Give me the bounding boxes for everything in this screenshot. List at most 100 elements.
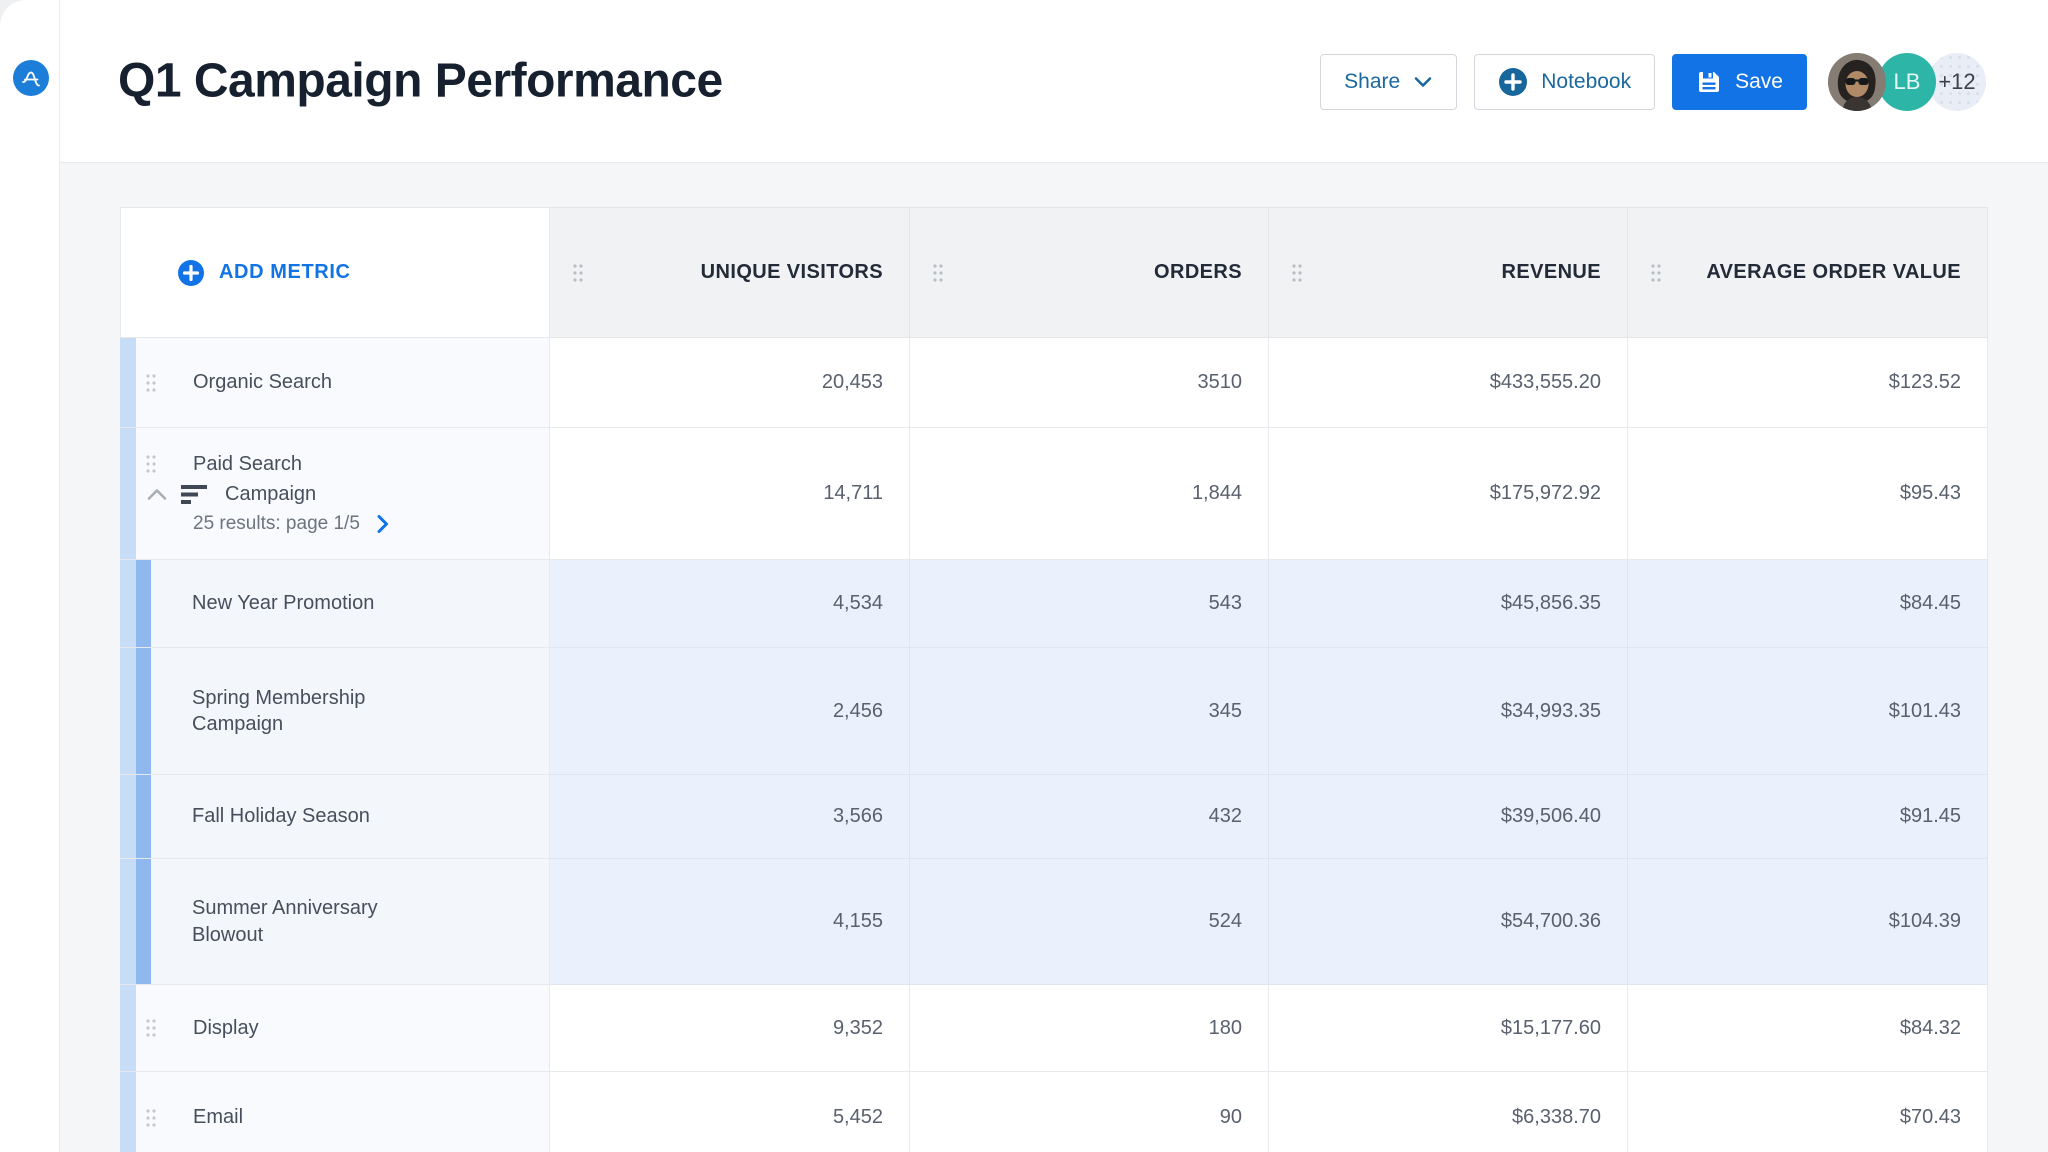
table-row-email[interactable]: Email 5,452 90 $6,338.70 $70.43: [120, 1072, 1988, 1152]
cell-revenue: $15,177.60: [1269, 985, 1628, 1072]
cell-aov: $84.45: [1628, 560, 1988, 648]
cell-unique-visitors: 4,155: [550, 859, 910, 985]
row-label-cell[interactable]: Organic Search: [120, 338, 550, 428]
cell-revenue: $45,856.35: [1269, 560, 1628, 648]
drag-handle-icon[interactable]: [145, 1108, 157, 1128]
cell-unique-visitors: 14,711: [550, 428, 910, 560]
cell-orders: 432: [910, 775, 1269, 859]
drag-handle-icon[interactable]: [932, 263, 944, 283]
row-label: Organic Search: [193, 371, 332, 394]
drag-handle-icon[interactable]: [1291, 263, 1303, 283]
avatar-photo[interactable]: [1828, 53, 1886, 111]
table-row-paid-search-campaign[interactable]: Paid Search Campaign: [120, 428, 1988, 560]
avatar-overflow-badge[interactable]: +12: [1928, 53, 1986, 111]
row-label-cell[interactable]: Paid Search Campaign: [120, 428, 550, 560]
row-label-cell[interactable]: New Year Promotion: [120, 560, 550, 648]
column-header-unique-visitors[interactable]: UNIQUE VISITORS: [550, 207, 910, 338]
add-metric-button[interactable]: ADD METRIC: [120, 207, 550, 338]
table-row-spring-membership-campaign[interactable]: Spring Membership Campaign 2,456 345 $34…: [120, 648, 1988, 775]
row-depth-bar: [120, 775, 136, 858]
cell-aov: $123.52: [1628, 338, 1988, 428]
row-depth-bar: [120, 560, 136, 647]
collaborator-avatars: LB +12: [1828, 53, 1986, 111]
table-row-summer-anniversary-blowout[interactable]: Summer Anniversary Blowout 4,155 524 $54…: [120, 859, 1988, 985]
add-metric-label: ADD METRIC: [219, 261, 351, 283]
row-depth-bar: [120, 648, 136, 774]
cell-orders: 345: [910, 648, 1269, 775]
table-row-organic-search[interactable]: Organic Search 20,453 3510 $433,555.20 $…: [120, 338, 1988, 428]
row-label: Summer Anniversary Blowout: [192, 897, 378, 946]
amplitude-logo-icon[interactable]: [13, 60, 49, 96]
row-label-line2: Campaign: [225, 482, 317, 505]
cell-aov: $101.43: [1628, 648, 1988, 775]
share-button-label: Share: [1344, 70, 1401, 93]
drag-handle-icon[interactable]: [145, 1018, 157, 1038]
column-header-label: AVERAGE ORDER VALUE: [1706, 261, 1961, 283]
cell-revenue: $175,972.92: [1269, 428, 1628, 560]
breakdown-bars-icon: [181, 484, 207, 504]
row-depth-bar: [120, 859, 136, 984]
cell-unique-visitors: 3,566: [550, 775, 910, 859]
row-depth-bar: [120, 338, 136, 427]
cell-aov: $84.32: [1628, 985, 1988, 1072]
column-header-orders[interactable]: ORDERS: [910, 207, 1269, 338]
row-depth-bar: [120, 985, 136, 1071]
save-button-label: Save: [1735, 70, 1783, 93]
next-page-chevron-icon[interactable]: [376, 514, 389, 534]
cell-aov: $91.45: [1628, 775, 1988, 859]
column-header-label: REVENUE: [1501, 261, 1601, 283]
table-row-display[interactable]: Display 9,352 180 $15,177.60 $84.32: [120, 985, 1988, 1072]
cell-unique-visitors: 5,452: [550, 1072, 910, 1152]
cell-unique-visitors: 20,453: [550, 338, 910, 428]
sub-row-depth-bar: [136, 775, 151, 858]
notebook-button[interactable]: Notebook: [1474, 54, 1656, 110]
top-bar: Q1 Campaign Performance Share Notebook: [60, 0, 2048, 163]
cell-unique-visitors: 2,456: [550, 648, 910, 775]
cell-orders: 3510: [910, 338, 1269, 428]
campaign-table: ADD METRIC UNIQUE VISITORS: [120, 207, 1988, 1152]
sub-row-depth-bar: [136, 560, 151, 647]
row-label: Email: [193, 1106, 244, 1129]
cell-revenue: $34,993.35: [1269, 648, 1628, 775]
row-label-cell[interactable]: Email: [120, 1072, 550, 1152]
cell-revenue: $39,506.40: [1269, 775, 1628, 859]
table-row-new-year-promotion[interactable]: New Year Promotion 4,534 543 $45,856.35 …: [120, 560, 1988, 648]
row-label: New Year Promotion: [192, 592, 375, 615]
row-label-cell[interactable]: Fall Holiday Season: [120, 775, 550, 859]
drag-handle-icon[interactable]: [145, 373, 157, 393]
save-button[interactable]: Save: [1672, 54, 1807, 110]
row-label: Spring Membership Campaign: [192, 686, 366, 735]
row-label-cell[interactable]: Summer Anniversary Blowout: [120, 859, 550, 985]
drag-handle-icon[interactable]: [145, 454, 157, 474]
row-label-cell[interactable]: Display: [120, 985, 550, 1072]
drag-handle-icon[interactable]: [1650, 263, 1662, 283]
avatar-initials[interactable]: LB: [1878, 53, 1936, 111]
notebook-button-label: Notebook: [1541, 70, 1632, 93]
row-label-line1: Paid Search: [193, 452, 302, 475]
cell-unique-visitors: 9,352: [550, 985, 910, 1072]
pagination-status: 25 results: page 1/5: [193, 512, 360, 534]
cell-orders: 90: [910, 1072, 1269, 1152]
column-header-average-order-value[interactable]: AVERAGE ORDER VALUE: [1628, 207, 1988, 338]
cell-orders: 1,844: [910, 428, 1269, 560]
sub-row-depth-bar: [136, 859, 151, 984]
column-header-revenue[interactable]: REVENUE: [1269, 207, 1628, 338]
cell-aov: $95.43: [1628, 428, 1988, 560]
cell-aov: $70.43: [1628, 1072, 1988, 1152]
collapse-caret-icon[interactable]: [146, 488, 168, 501]
cell-revenue: $54,700.36: [1269, 859, 1628, 985]
plus-circle-icon: [1499, 68, 1528, 96]
table-row-fall-holiday-season[interactable]: Fall Holiday Season 3,566 432 $39,506.40…: [120, 775, 1988, 859]
share-button[interactable]: Share: [1320, 54, 1458, 110]
cell-revenue: $433,555.20: [1269, 338, 1628, 428]
header-controls: Share Notebook: [1320, 53, 1986, 111]
row-depth-bar: [120, 1072, 136, 1152]
row-label: Fall Holiday Season: [192, 805, 370, 828]
column-header-label: UNIQUE VISITORS: [700, 261, 883, 283]
table-header-row: ADD METRIC UNIQUE VISITORS: [120, 207, 1988, 338]
sub-row-depth-bar: [136, 648, 151, 774]
plus-circle-icon: [178, 259, 204, 286]
row-label-cell[interactable]: Spring Membership Campaign: [120, 648, 550, 775]
drag-handle-icon[interactable]: [572, 263, 584, 283]
